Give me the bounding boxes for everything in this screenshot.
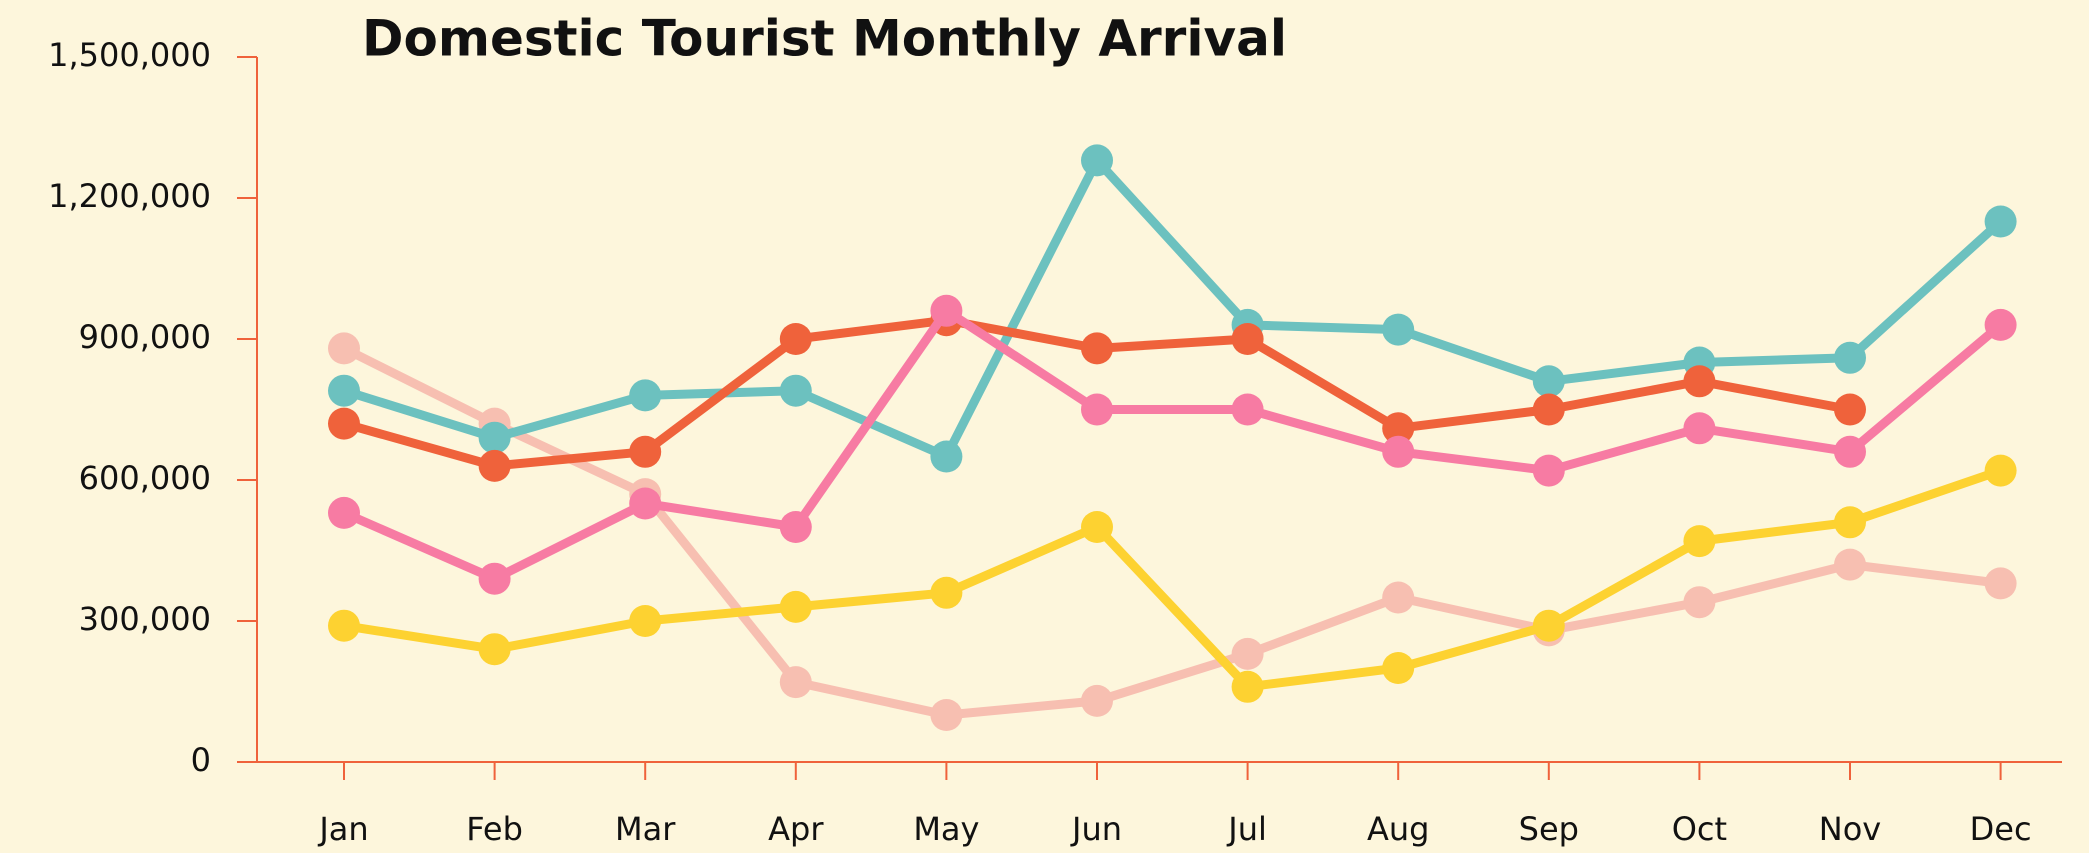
data-point	[1834, 548, 1866, 581]
data-point	[1081, 393, 1113, 426]
data-point	[1081, 684, 1113, 717]
data-point	[1984, 567, 2017, 600]
data-point	[1984, 308, 2017, 341]
data-point	[1834, 435, 1866, 468]
data-point	[1231, 323, 1264, 355]
data-point	[629, 435, 662, 468]
y-tick-label: 300,000	[79, 600, 211, 638]
x-tick-label: Jul	[1226, 810, 1267, 848]
data-point	[930, 440, 963, 473]
data-point	[1683, 365, 1716, 398]
data-point	[328, 407, 360, 440]
data-point	[1532, 454, 1565, 487]
data-point	[1382, 412, 1415, 445]
data-point	[1231, 670, 1264, 703]
data-point	[328, 332, 360, 365]
data-point	[1081, 332, 1113, 365]
data-point	[779, 323, 812, 355]
data-point	[478, 449, 511, 482]
x-tick-label: Mar	[615, 810, 676, 848]
x-tick-label: May	[913, 810, 979, 848]
x-tick-label: Feb	[466, 810, 523, 848]
data-point	[930, 699, 963, 731]
data-point	[1984, 205, 2017, 238]
data-point	[1834, 506, 1866, 539]
y-tick-label: 600,000	[79, 459, 211, 497]
data-point	[1683, 412, 1716, 445]
data-point	[1683, 586, 1716, 619]
data-point	[629, 487, 662, 520]
data-point	[478, 562, 511, 595]
data-point	[1532, 365, 1565, 398]
data-point	[1382, 652, 1415, 684]
data-point	[1382, 581, 1415, 614]
data-point	[629, 379, 662, 412]
y-tick-label: 1,200,000	[48, 177, 211, 215]
data-point	[1532, 393, 1565, 426]
series-line	[342, 155, 2004, 461]
x-tick-label: Dec	[1970, 810, 2032, 848]
y-tick-label: 0	[191, 741, 211, 779]
x-tick-label: Jun	[1070, 810, 1122, 848]
x-tick-label: Sep	[1519, 810, 1579, 848]
data-point	[779, 511, 812, 543]
data-point	[779, 666, 812, 699]
data-point	[1532, 609, 1565, 642]
data-point	[779, 374, 812, 407]
x-tick-label: Oct	[1672, 810, 1727, 848]
data-point	[1231, 637, 1264, 670]
y-tick-label: 1,500,000	[48, 36, 211, 74]
data-point	[478, 633, 511, 666]
data-point	[1834, 341, 1866, 374]
data-point	[328, 609, 360, 642]
data-point	[629, 605, 662, 637]
data-point	[478, 421, 511, 454]
data-point	[1382, 435, 1415, 468]
data-point	[1231, 393, 1264, 426]
data-point	[1081, 511, 1113, 543]
data-point	[779, 590, 812, 623]
series-line	[341, 344, 2002, 720]
data-point	[328, 374, 360, 407]
series-line	[342, 306, 2004, 584]
chart-title: Domestic Tourist Monthly Arrival	[362, 10, 1287, 68]
x-tick-label: Jan	[317, 810, 368, 848]
data-point	[930, 576, 963, 609]
data-point	[930, 294, 963, 327]
data-point	[1382, 313, 1415, 346]
data-point	[1984, 454, 2017, 487]
x-tick-label: Nov	[1819, 810, 1881, 848]
y-tick-label: 900,000	[79, 318, 211, 356]
series-line	[343, 466, 2003, 692]
data-point	[1081, 144, 1113, 177]
data-point	[328, 496, 360, 529]
x-tick-label: Aug	[1367, 810, 1429, 848]
data-point	[1683, 525, 1716, 558]
data-point	[1834, 393, 1866, 426]
x-tick-label: Apr	[768, 810, 824, 848]
